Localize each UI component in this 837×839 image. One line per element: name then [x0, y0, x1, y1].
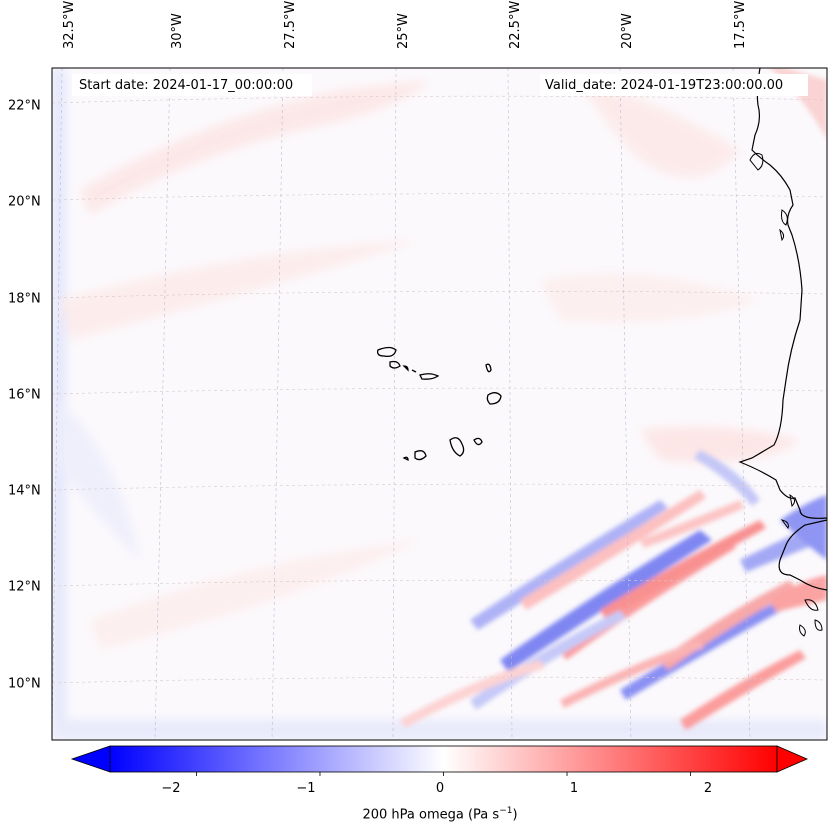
colorbar-tick-label: −1	[296, 781, 316, 796]
unit-exponent: −1	[499, 806, 513, 816]
colorbar-bar	[109, 745, 778, 773]
omega-field-streaks	[400, 68, 827, 730]
lat-label: 12°N	[8, 579, 41, 595]
field-name: 200 hPa omega	[362, 807, 464, 823]
map-panel	[52, 68, 827, 740]
colorbar-label: 200 hPa omega (Pa s−1)	[362, 806, 518, 823]
coastline-islands-east	[749, 152, 823, 637]
lon-label: 17.5°W	[733, 0, 748, 49]
lat-label: 14°N	[8, 483, 41, 499]
colorbar	[70, 745, 809, 776]
lon-label: 30°W	[170, 13, 185, 49]
lon-label: 20°W	[620, 13, 635, 49]
africa-coastline	[738, 68, 827, 519]
colorbar-left-extend	[70, 745, 111, 773]
start-date-text: Start date: 2024-01-17_00:00:00	[79, 78, 294, 93]
lon-label: 32.5°W	[62, 0, 77, 49]
start-date-box	[72, 74, 312, 96]
lon-label: 27.5°W	[283, 0, 298, 49]
cabo-verde-islands	[376, 346, 502, 462]
colorbar-tick-label: −2	[161, 781, 181, 796]
colorbar-tick-marks	[196, 772, 691, 776]
africa-coastline-south	[778, 519, 827, 591]
colorbar-tick-label: 0	[435, 781, 445, 796]
colorbar-tick-label: 2	[703, 781, 713, 796]
lat-label: 18°N	[8, 291, 41, 307]
colorbar-tick-label: 1	[569, 781, 579, 796]
lat-label: 22°N	[8, 98, 41, 114]
field-unit: Pa s	[473, 807, 500, 823]
valid-date-box	[540, 74, 808, 96]
colorbar-right-extend	[776, 745, 809, 773]
map-frame	[51, 67, 828, 741]
lon-label: 22.5°W	[508, 0, 523, 49]
lat-label: 16°N	[8, 387, 41, 403]
lon-label: 25°W	[396, 13, 411, 49]
valid-date-text: Valid_date: 2024-01-19T23:00:00.00	[545, 78, 784, 93]
lat-label: 20°N	[8, 194, 41, 210]
gridlines	[52, 68, 827, 740]
lat-label: 10°N	[8, 676, 41, 692]
